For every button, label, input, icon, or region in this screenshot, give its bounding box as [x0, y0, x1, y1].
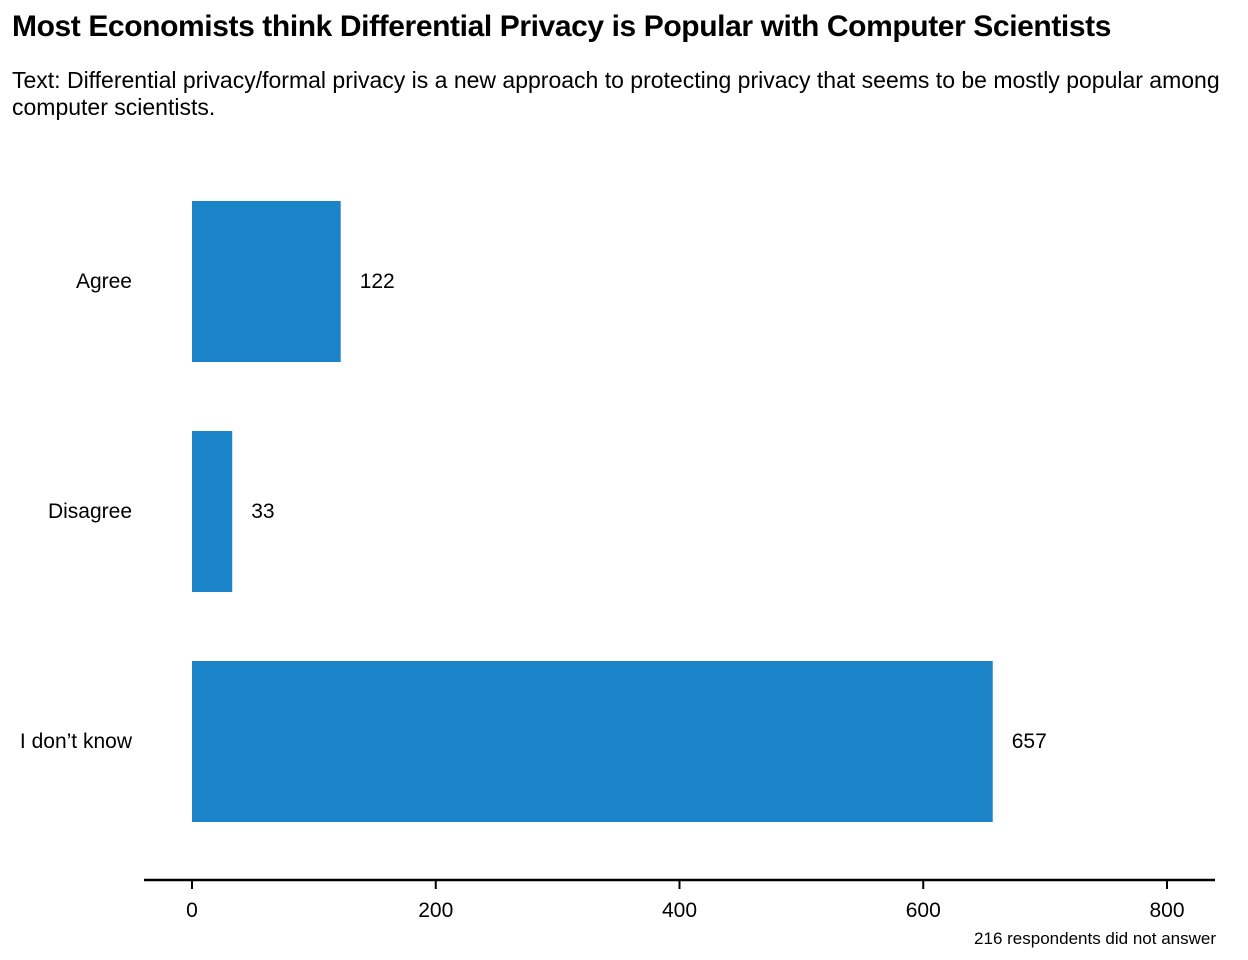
- x-tick-label: 400: [662, 899, 697, 922]
- data-label: 657: [1012, 730, 1047, 753]
- bar: [192, 431, 233, 592]
- x-tick-label: 600: [906, 899, 941, 922]
- chart-title: Most Economists think Differential Priva…: [12, 10, 1112, 43]
- x-tick-label: 800: [1149, 899, 1184, 922]
- bars-layer: Agree 122 Disagree 33 I don’t know 657: [20, 201, 1047, 822]
- data-label: 33: [251, 500, 274, 523]
- x-axis: 0 200 400 600 800: [144, 878, 1215, 922]
- x-tick-label: 0: [186, 899, 198, 922]
- data-label: 122: [360, 270, 395, 293]
- bar: [192, 661, 993, 822]
- x-tick-label: 200: [418, 899, 453, 922]
- category-label: I don’t know: [20, 730, 133, 753]
- category-label: Agree: [76, 270, 132, 293]
- bar: [192, 201, 341, 362]
- chart-subtitle: Text: Differential privacy/formal privac…: [12, 67, 1220, 120]
- category-label: Disagree: [48, 500, 132, 523]
- chart-note: 216 respondents did not answer: [974, 929, 1216, 948]
